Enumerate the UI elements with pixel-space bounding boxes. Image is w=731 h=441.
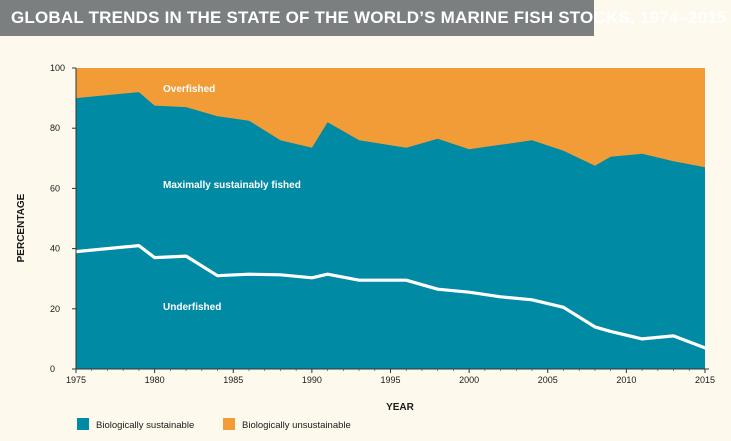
y-tick-label: 80: [50, 123, 60, 133]
sustainable-area: [76, 92, 705, 369]
legend: Biologically sustainable Biologically un…: [77, 418, 351, 431]
y-tick-label: 40: [50, 244, 60, 254]
x-tick-label: 1990: [302, 375, 322, 385]
plot-area: [74, 68, 707, 369]
legend-swatch-unsustainable: [223, 418, 235, 430]
legend-swatch-sustainable: [77, 418, 89, 430]
region-labels: Overfished Maximally sustainably fished …: [163, 84, 301, 313]
x-tick-label: 1995: [380, 375, 400, 385]
x-axis-title: YEAR: [386, 402, 415, 413]
y-axis-title: PERCENTAGE: [16, 193, 27, 262]
x-tick-label: 1975: [66, 375, 86, 385]
y-tick-label: 20: [50, 304, 60, 314]
x-tick-label: 2010: [616, 375, 636, 385]
y-tick-label: 0: [50, 364, 55, 374]
overfished-label: Overfished: [163, 84, 215, 95]
axes: 0 20 40 60 80 100 1975 1980 1985 1990 1995 2000 2005…: [50, 63, 715, 385]
legend-label-unsustainable: Biologically unsustainable: [242, 420, 351, 431]
x-tick-label: 2005: [538, 375, 558, 385]
x-tick-label: 1980: [145, 375, 165, 385]
underfished-label: Underfished: [163, 302, 221, 313]
x-tick-label: 2015: [695, 375, 715, 385]
chart-title: GLOBAL TRENDS IN THE STATE OF THE WORLD’…: [0, 0, 727, 36]
y-tick-label: 60: [50, 183, 60, 193]
maximally-sustainably-fished-label: Maximally sustainably fished: [163, 180, 301, 191]
x-tick-label: 1985: [223, 375, 243, 385]
x-tick-label: 2000: [459, 375, 479, 385]
y-tick-label: 100: [50, 63, 65, 73]
underfished-line: [74, 244, 707, 350]
legend-label-sustainable: Biologically sustainable: [96, 420, 194, 431]
